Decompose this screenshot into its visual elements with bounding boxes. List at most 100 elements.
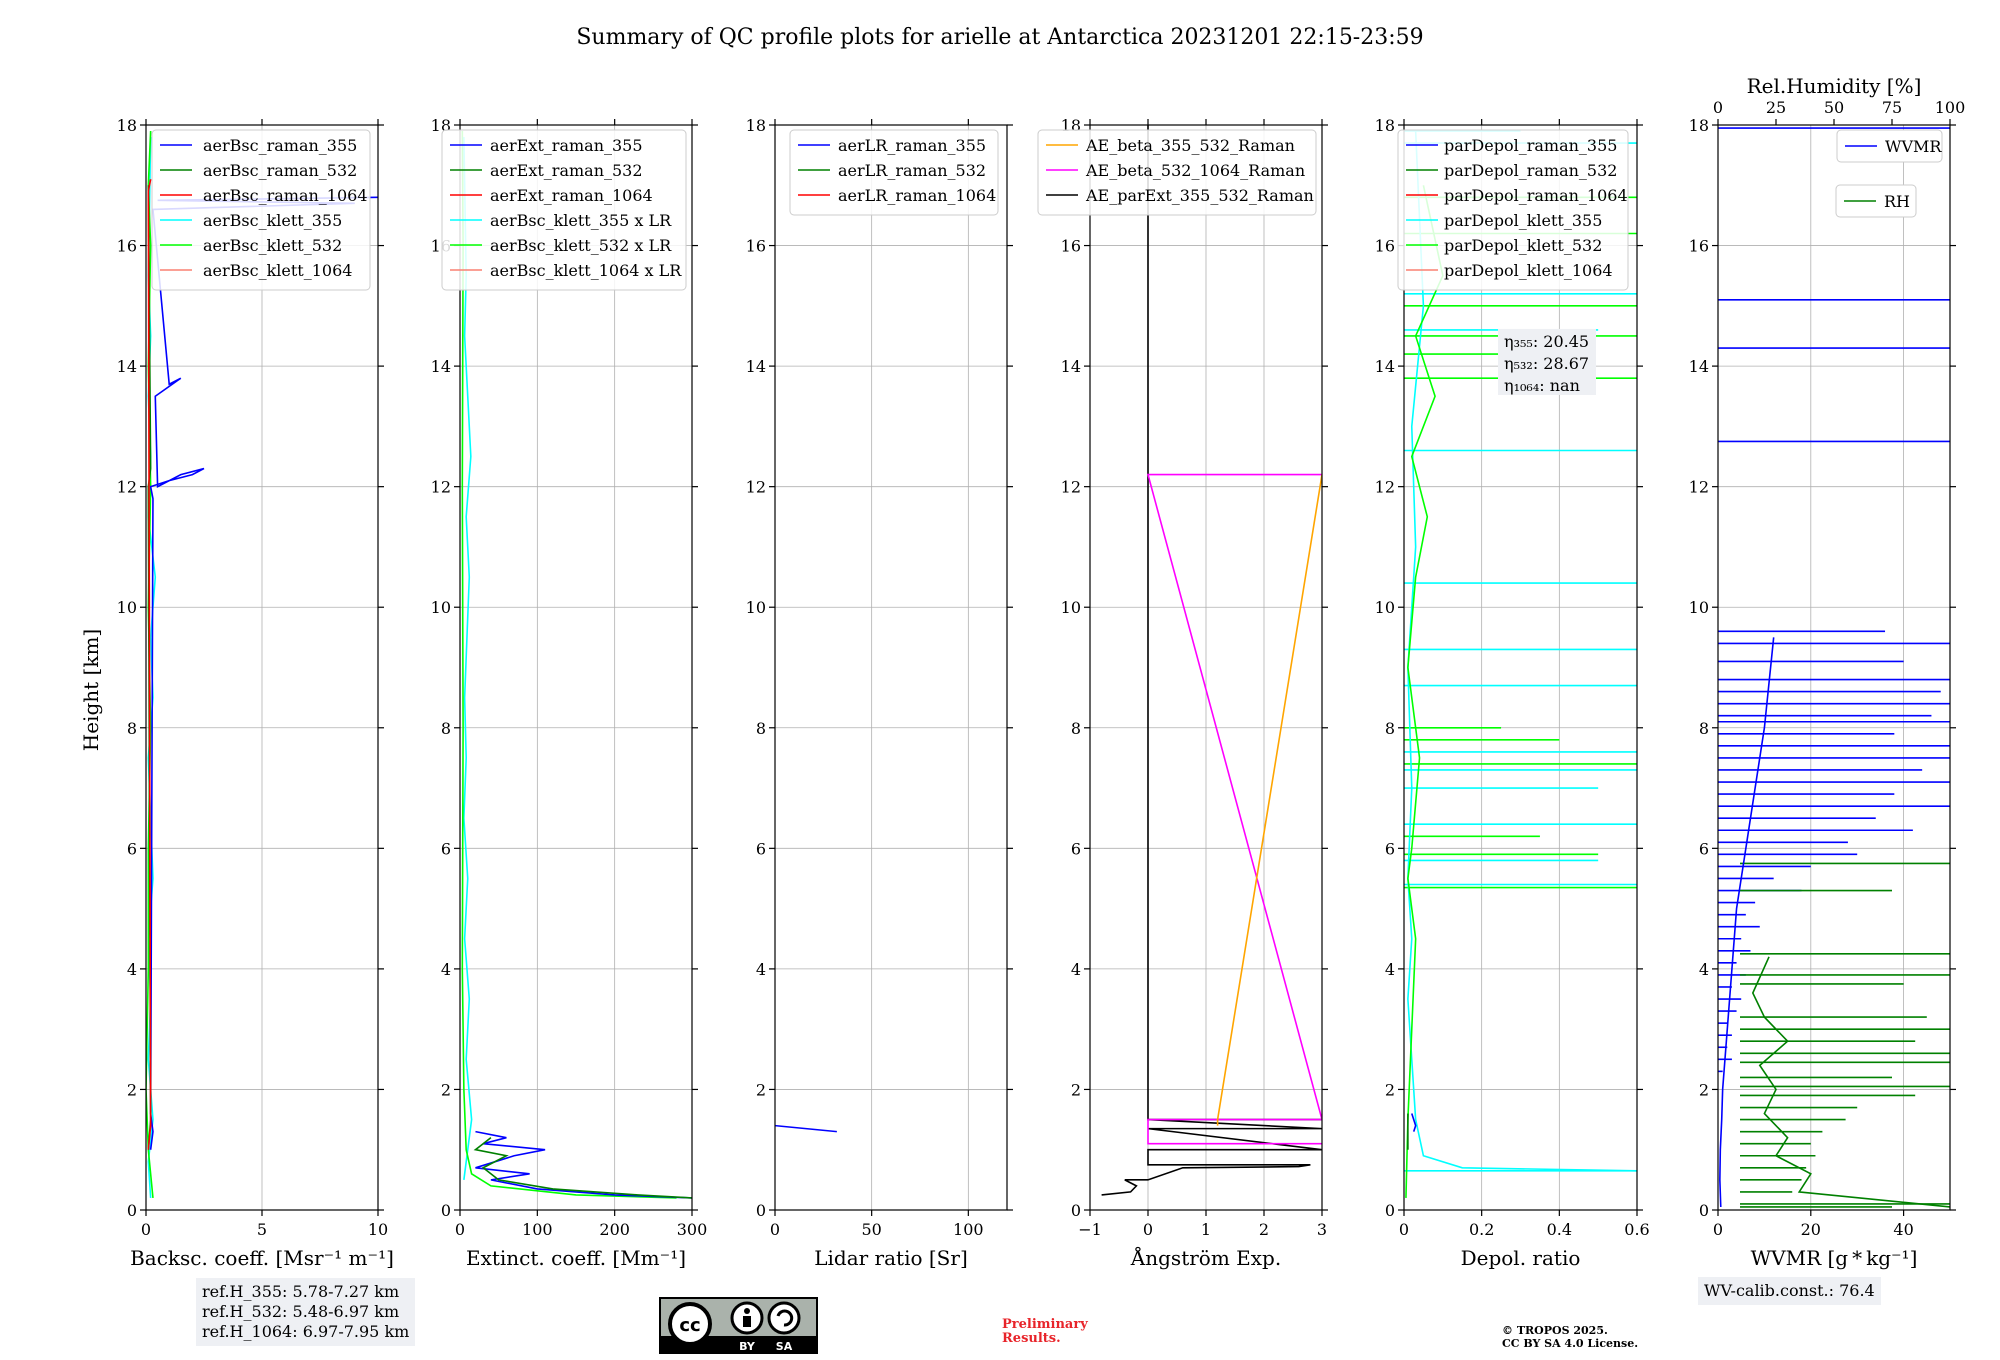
- y-tick-label: 10: [1061, 598, 1081, 617]
- x-tick-label: 300: [677, 1220, 708, 1239]
- y-tick-label: 4: [127, 960, 137, 979]
- legend-entry: parDepol_raman_355: [1444, 136, 1617, 155]
- y-tick-label: 0: [1071, 1201, 1081, 1220]
- y-tick-label: 8: [756, 719, 766, 738]
- cc-badge-cc: cc: [679, 1315, 700, 1336]
- legend-entry: aerExt_raman_1064: [490, 186, 653, 205]
- legend-entry: aerBsc_klett_532 x LR: [490, 236, 672, 255]
- eta-box: [1498, 328, 1596, 395]
- x-tick-label: 0: [1713, 1220, 1723, 1239]
- y-tick-label: 14: [117, 357, 137, 376]
- legend-box: [1397, 129, 1629, 291]
- legend-entry: aerLR_raman_532: [838, 161, 986, 180]
- x-tick-label: 200: [599, 1220, 630, 1239]
- x-tick-label: 20: [1801, 1220, 1821, 1239]
- y-tick-label: 14: [431, 357, 451, 376]
- legend-entry: AE_parExt_355_532_Raman: [1085, 186, 1314, 205]
- y-tick-label: 6: [1385, 839, 1395, 858]
- cc-badge-by: BY: [739, 1340, 756, 1353]
- x-tick-label: 0: [770, 1220, 780, 1239]
- legend-entry: aerBsc_raman_1064: [203, 186, 368, 205]
- y-tick-label: 12: [1061, 478, 1081, 497]
- series-parDepol_klett_532: [1405, 185, 1444, 1198]
- y-tick-label: 6: [756, 839, 766, 858]
- y-tick-label: 4: [1071, 960, 1081, 979]
- y-tick-label: 8: [1385, 719, 1395, 738]
- y-tick-label: 18: [746, 116, 766, 135]
- legend-entry: AE_beta_532_1064_Raman: [1085, 161, 1305, 180]
- y-tick-label: 2: [1385, 1080, 1395, 1099]
- copyright-line-2: CC BY SA 4.0 License.: [1502, 1337, 1639, 1350]
- series-aerBsc_raman_355: [149, 196, 378, 1150]
- x2-tick-label: 0: [1713, 98, 1723, 117]
- ref-h-355: ref.H_355: 5.78-7.27 km: [202, 1282, 400, 1301]
- x-tick-label: 2: [1259, 1220, 1269, 1239]
- y-tick-label: 10: [746, 598, 766, 617]
- ref-h-1064: ref.H_1064: 6.97-7.95 km: [202, 1322, 410, 1341]
- x-axis-label: WVMR [g * kg⁻¹]: [1751, 1246, 1918, 1270]
- series-aerExt_raman_532: [473, 1137, 692, 1199]
- figure-title: Summary of QC profile plots for arielle …: [576, 25, 1423, 50]
- plot-area: [1718, 127, 1950, 1208]
- ref-h-532: ref.H_532: 5.48-6.97 km: [202, 1302, 400, 1321]
- y-tick-label: 2: [756, 1080, 766, 1099]
- series-WVMR: [1719, 637, 1775, 1208]
- y-tick-label: 12: [746, 478, 766, 497]
- y-tick-label: 14: [1689, 357, 1709, 376]
- y-tick-label: 16: [1061, 237, 1081, 256]
- series-aerExt_raman_355: [475, 1130, 692, 1199]
- x-tick-label: 1: [1201, 1220, 1211, 1239]
- preliminary-line-1: Preliminary: [1002, 1317, 1088, 1332]
- y-tick-label: 8: [1071, 719, 1081, 738]
- series-AE_beta_532_1064_Raman: [1146, 473, 1322, 1145]
- y-tick-label: 18: [117, 116, 137, 135]
- y-tick-label: 14: [1061, 357, 1081, 376]
- panel-5: 0 2 4 6 8 10 12 14 16 18 0 0.2 0.4 0.6 Depol. ratio par…: [1375, 116, 1650, 1270]
- x-axis-label: Lidar ratio [Sr]: [814, 1246, 968, 1270]
- y-tick-label: 2: [127, 1080, 137, 1099]
- y-tick-label: 18: [1375, 116, 1395, 135]
- y-tick-label: 10: [1375, 598, 1395, 617]
- preliminary-note: Preliminary Results.: [1002, 1318, 1088, 1346]
- legend-entry: aerBsc_klett_1064: [203, 261, 352, 280]
- legend-entry: aerLR_raman_1064: [838, 186, 996, 205]
- y-tick-label: 0: [441, 1201, 451, 1220]
- y-tick-label: 6: [127, 839, 137, 858]
- y-tick-label: 0: [1385, 1201, 1395, 1220]
- legend-box: [789, 129, 999, 216]
- x2-axis-label: Rel.Humidity [%]: [1747, 74, 1922, 98]
- x-tick-label: 0.6: [1624, 1220, 1649, 1239]
- legend-entry: parDepol_raman_532: [1444, 161, 1617, 180]
- y-tick-label: 6: [441, 839, 451, 858]
- panel-frame: [459, 124, 693, 1211]
- legend-entry: aerBsc_klett_355: [203, 211, 342, 230]
- y-tick-label: 4: [441, 960, 451, 979]
- panel-frame: [1403, 124, 1638, 1211]
- wv-calib-const: WV-calib.const.: 76.4: [1704, 1281, 1875, 1300]
- x-tick-label: 0: [1143, 1220, 1153, 1239]
- plot-area: [1101, 125, 1322, 1196]
- series-RH: [1751, 956, 1950, 1208]
- series-AE_beta_355_532_Raman: [1216, 474, 1322, 1126]
- legend-box: [151, 129, 371, 291]
- legend-box: [1037, 129, 1317, 216]
- y-tick-label: 10: [431, 598, 451, 617]
- y-tick-label: 12: [1689, 478, 1709, 497]
- y-axis-label: Height [km]: [79, 629, 103, 751]
- copyright-note: © TROPOS 2025. CC BY SA 4.0 License.: [1502, 1324, 1638, 1350]
- series-parDepol_raman_355: [1411, 1113, 1417, 1132]
- y-tick-label: 12: [117, 478, 137, 497]
- y-tick-label: 16: [117, 237, 137, 256]
- legend-entry: aerBsc_klett_1064 x LR: [490, 261, 682, 280]
- x-axis-label: Ångström Exp.: [1130, 1245, 1281, 1270]
- x-tick-label: 5: [257, 1220, 267, 1239]
- x-tick-label: 0: [141, 1220, 151, 1239]
- legend-entry: parDepol_klett_355: [1444, 211, 1602, 230]
- eta-value: η₁₀₆₄: nan: [1504, 376, 1580, 395]
- x-tick-label: 3: [1317, 1220, 1327, 1239]
- y-tick-label: 16: [1689, 237, 1709, 256]
- x-tick-label: −1: [1078, 1220, 1102, 1239]
- y-tick-label: 14: [746, 357, 766, 376]
